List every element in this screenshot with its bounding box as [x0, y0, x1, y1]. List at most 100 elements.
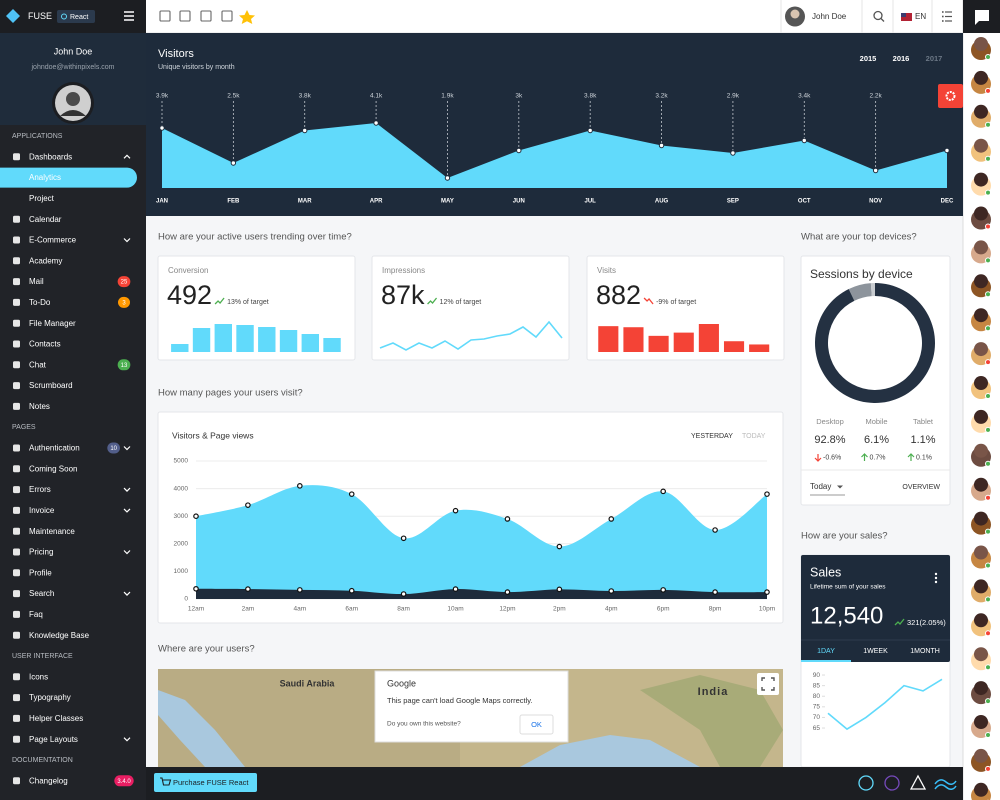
nav-item[interactable]: Calendar	[29, 215, 62, 224]
brand-name: FUSE	[28, 11, 52, 21]
point	[658, 142, 665, 149]
device-value: 92.8%	[814, 434, 845, 446]
nav-item[interactable]: Page Layouts	[29, 735, 78, 744]
x-tick-label: 10am	[447, 606, 463, 613]
nav-item[interactable]: File Manager	[29, 319, 76, 328]
nav-icon	[13, 444, 20, 452]
nav-item[interactable]: Profile	[29, 568, 52, 577]
sales-tab[interactable]: 1MONTH	[910, 648, 940, 655]
sidebar	[0, 0, 146, 800]
point	[444, 175, 451, 181]
nav-item[interactable]: Project	[29, 194, 55, 203]
dialog-title: Google	[387, 678, 416, 688]
chart-tab[interactable]: TODAY	[742, 433, 766, 440]
dialog-ok-text[interactable]: OK	[531, 720, 542, 729]
overview-button[interactable]: OVERVIEW	[902, 484, 940, 491]
nav-item[interactable]: E-Commerce	[29, 236, 77, 245]
device-name: Mobile	[865, 417, 887, 426]
nav-badge	[118, 296, 130, 308]
nav-item[interactable]: Changelog	[29, 776, 68, 785]
tech-logo	[909, 774, 927, 790]
contact-hair	[974, 511, 988, 526]
nav-item[interactable]: Scrumboard	[29, 381, 73, 390]
device-name: Tablet	[913, 417, 934, 426]
x-tick-label: FEB	[227, 199, 240, 205]
nav-item[interactable]: Invoice	[29, 506, 55, 515]
bar	[258, 327, 276, 352]
language[interactable]: EN	[915, 12, 926, 21]
change-arrow-head	[861, 453, 868, 458]
nav-item[interactable]: Typography	[29, 693, 71, 702]
nav-item[interactable]: Pricing	[29, 548, 53, 557]
year-tab[interactable]: 2015	[860, 54, 877, 63]
bar	[698, 324, 719, 352]
chart-tab[interactable]: YESTERDAY	[691, 433, 733, 440]
point	[193, 513, 199, 520]
year-tab[interactable]: 2016	[893, 54, 910, 63]
kpi-title: Conversion	[168, 266, 208, 275]
nav-item[interactable]: Chat	[29, 360, 47, 369]
nav-item[interactable]: Icons	[29, 672, 48, 681]
nav-item[interactable]: Authentication	[29, 444, 80, 453]
card	[800, 255, 951, 506]
sales-tab[interactable]: 1WEEK	[863, 648, 888, 655]
nav-icon	[13, 714, 20, 722]
toolbar-icon[interactable]	[159, 10, 171, 22]
contact-status	[985, 121, 991, 128]
map-label: Saudi Arabia	[280, 678, 336, 688]
bar	[723, 341, 745, 352]
contact-status	[985, 494, 991, 501]
bar	[598, 326, 619, 352]
purchase-button[interactable]	[154, 773, 257, 792]
nav-icon	[13, 569, 20, 577]
nav-item[interactable]: Analytics	[29, 173, 61, 182]
nav-item[interactable]: Mail	[29, 277, 44, 286]
point	[660, 587, 666, 593]
bar	[279, 330, 298, 352]
search-icon	[873, 10, 883, 21]
x-tick-label: NOV	[869, 199, 882, 205]
nav-item[interactable]: Notes	[29, 402, 50, 411]
nav-icon	[13, 590, 20, 598]
nav-item[interactable]: Academy	[29, 256, 62, 265]
nav-badge-text: 3.4.0	[117, 779, 131, 785]
toolbar-icon[interactable]	[221, 10, 233, 22]
nav-item[interactable]: Faq	[29, 610, 43, 619]
point	[348, 587, 355, 594]
point	[872, 167, 879, 174]
nav-item[interactable]: Coming Soon	[29, 464, 77, 473]
chat-icon[interactable]	[975, 10, 989, 25]
contact-hair	[974, 443, 988, 458]
bar	[648, 335, 669, 352]
contact-status	[985, 698, 991, 705]
nav-chevron	[123, 737, 131, 742]
dialog-ok-button[interactable]	[519, 714, 554, 735]
y-tick-label: 5000	[174, 458, 189, 465]
x-tick-label: 6am	[345, 606, 358, 613]
toolbar-user[interactable]: John Doe	[812, 12, 847, 21]
fullscreen-button[interactable]	[757, 673, 779, 695]
settings-button[interactable]	[938, 84, 963, 108]
nav-item[interactable]: Knowledge Base	[29, 631, 90, 640]
nav-item[interactable]: To-Do	[29, 298, 51, 307]
year-tab[interactable]: 2017	[926, 54, 943, 63]
contact-status	[985, 528, 991, 535]
bar	[673, 332, 694, 352]
donut-segment	[848, 283, 872, 301]
area	[162, 123, 947, 188]
toolbar-star[interactable]	[239, 10, 255, 24]
purchase-text[interactable]: Purchase FUSE React	[173, 778, 249, 787]
period-select[interactable]: Today	[810, 482, 831, 491]
nav-item[interactable]: Search	[29, 589, 54, 598]
toolbar-icon[interactable]	[200, 10, 212, 22]
sales-tab[interactable]: 1DAY	[817, 648, 835, 655]
nav-item[interactable]: Dashboards	[29, 152, 72, 161]
toolbar-icon[interactable]	[179, 10, 191, 22]
nav-item[interactable]: Helper Classes	[29, 714, 83, 723]
x-tick-label: 8am	[397, 606, 410, 613]
point	[764, 589, 770, 595]
user-avatar-head	[66, 92, 80, 106]
nav-item[interactable]: Contacts	[29, 340, 61, 349]
nav-item[interactable]: Maintenance	[29, 527, 75, 536]
nav-item[interactable]: Errors	[29, 485, 51, 494]
